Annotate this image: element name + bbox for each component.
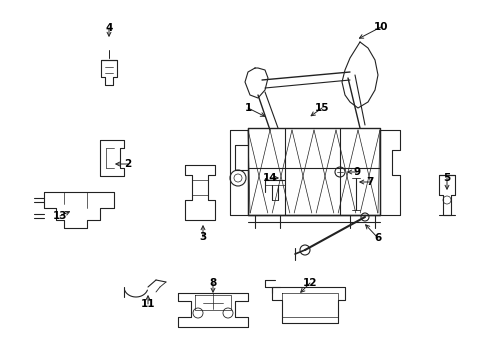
Text: 11: 11 bbox=[141, 299, 155, 309]
Text: 1: 1 bbox=[244, 103, 251, 113]
Text: 2: 2 bbox=[124, 159, 131, 169]
Polygon shape bbox=[244, 68, 267, 98]
Text: 14: 14 bbox=[262, 173, 277, 183]
Text: 8: 8 bbox=[209, 278, 216, 288]
Text: 12: 12 bbox=[302, 278, 317, 288]
Text: 15: 15 bbox=[314, 103, 328, 113]
Polygon shape bbox=[341, 42, 377, 108]
Text: 4: 4 bbox=[105, 23, 112, 33]
Text: 3: 3 bbox=[199, 232, 206, 242]
Text: 5: 5 bbox=[443, 173, 450, 183]
Text: 10: 10 bbox=[373, 22, 387, 32]
Text: 7: 7 bbox=[366, 177, 373, 187]
Text: 13: 13 bbox=[53, 211, 67, 221]
Text: 6: 6 bbox=[374, 233, 381, 243]
Text: 9: 9 bbox=[353, 167, 360, 177]
